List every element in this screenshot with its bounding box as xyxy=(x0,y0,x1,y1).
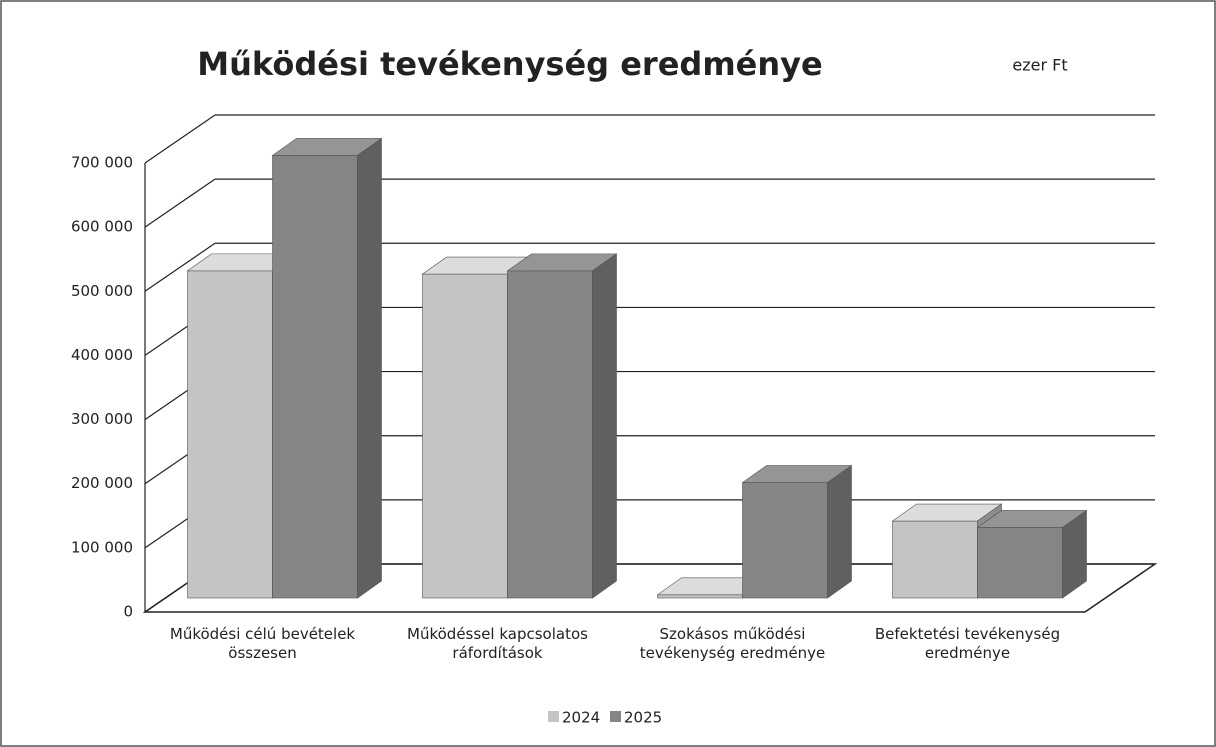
grid-line xyxy=(144,114,1155,164)
bar-side xyxy=(357,137,382,599)
bar-front xyxy=(977,527,1063,599)
legend-label: 2025 xyxy=(624,709,662,727)
x-tick-label: Szokásos működési tevékenység eredménye xyxy=(639,625,826,662)
bar xyxy=(506,253,618,599)
y-tick-label: 100 000 xyxy=(71,538,133,556)
bar-front xyxy=(742,482,828,599)
bar-front xyxy=(657,594,743,599)
grid-line-side xyxy=(144,242,216,292)
legend-label: 2024 xyxy=(562,709,600,727)
y-tick-label: 700 000 xyxy=(71,154,133,172)
bar-side xyxy=(827,464,852,599)
x-tick-label: Működéssel kapcsolatos ráfordítások xyxy=(407,625,588,662)
y-tick-label: 600 000 xyxy=(71,218,133,236)
y-tick-label: 300 000 xyxy=(71,410,133,428)
bar-front xyxy=(892,520,978,599)
legend-swatch xyxy=(548,711,559,722)
x-tick-label: Befektetési tevékenység eredménye xyxy=(874,625,1061,662)
grid-line-side xyxy=(144,178,216,228)
x-tick-label: Működési célú bevételek összesen xyxy=(169,625,356,662)
y-tick-label: 200 000 xyxy=(71,474,133,492)
y-tick-label: 500 000 xyxy=(71,282,133,300)
bar-front xyxy=(507,270,593,599)
y-tick-label: 0 xyxy=(123,603,133,621)
bar-side xyxy=(1062,509,1087,599)
bar xyxy=(271,137,383,599)
bar-side xyxy=(592,253,617,599)
chart-title: Működési tevékenység eredménye xyxy=(197,45,822,83)
grid-line-side xyxy=(144,114,216,164)
bar-front xyxy=(272,155,358,599)
bar xyxy=(976,509,1088,599)
y-tick-label: 400 000 xyxy=(71,346,133,364)
legend-swatch xyxy=(610,711,621,722)
bar-front xyxy=(422,273,508,599)
chart-unit: ezer Ft xyxy=(1012,56,1067,75)
bar-front xyxy=(187,270,273,599)
bar xyxy=(741,464,853,599)
